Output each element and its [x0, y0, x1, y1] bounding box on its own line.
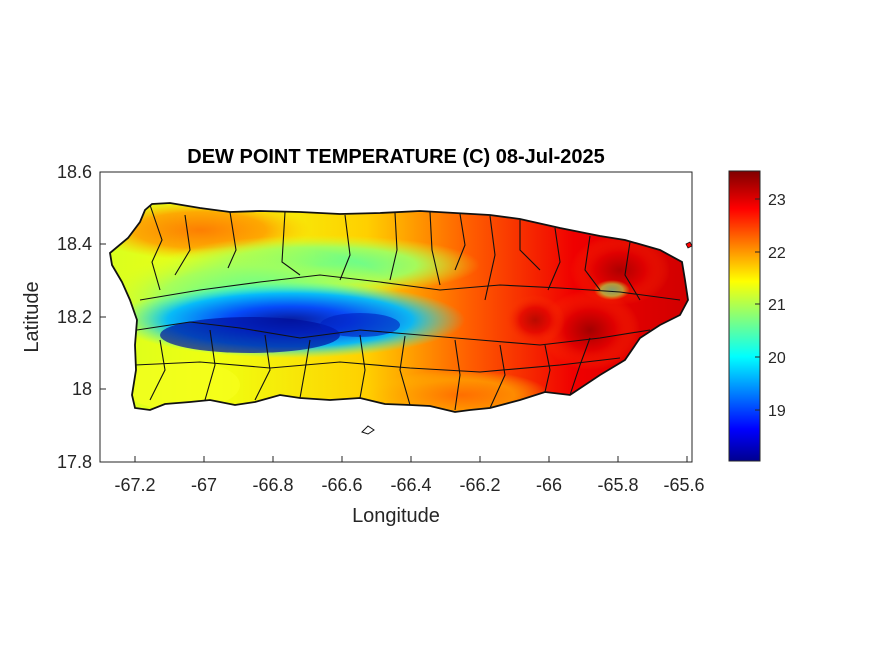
x-tick-label: -67 — [191, 475, 217, 495]
x-tick-label: -66 — [536, 475, 562, 495]
x-tick-label: -66.2 — [459, 475, 500, 495]
colorbar-tick-label: 21 — [768, 297, 786, 314]
y-tick-label: 18 — [72, 379, 92, 399]
dew-point-field — [110, 203, 688, 412]
colorbar-tick-label: 22 — [768, 245, 786, 262]
x-tick-label: -66.4 — [390, 475, 431, 495]
colorbar-ticks — [755, 198, 760, 411]
colorbar-tick-label: 19 — [768, 403, 786, 420]
municipality-boundaries — [134, 204, 681, 411]
x-tick-label: -66.6 — [321, 475, 362, 495]
y-axis-label: Latitude — [21, 281, 43, 352]
y-tick-labels: 17.8 18 18.2 18.4 18.6 — [57, 162, 92, 472]
x-tick-labels: -67.2 -67 -66.8 -66.6 -66.4 -66.2 -66 -6… — [114, 475, 704, 495]
y-tick-label: 18.2 — [57, 307, 92, 327]
caja-de-muertos-islet — [361, 425, 375, 435]
x-axis-ticks — [134, 456, 688, 462]
y-tick-label: 18.6 — [57, 162, 92, 182]
colorbar-tick-label: 23 — [768, 192, 786, 209]
chart-title: DEW POINT TEMPERATURE (C) 08-Jul-2025 — [187, 146, 604, 168]
x-axis-label: Longitude — [352, 505, 440, 527]
y-axis-ticks — [100, 171, 106, 463]
x-tick-label: -65.6 — [663, 475, 704, 495]
colorbar-tick-labels: 19 20 21 22 23 — [768, 192, 786, 420]
colorbar-tick-label: 20 — [768, 350, 786, 367]
x-tick-label: -66.8 — [252, 475, 293, 495]
y-tick-label: 17.8 — [57, 452, 92, 472]
colorbar — [728, 170, 761, 462]
eastern-islet — [685, 241, 693, 249]
x-tick-label: -67.2 — [114, 475, 155, 495]
x-tick-label: -65.8 — [597, 475, 638, 495]
y-tick-label: 18.4 — [57, 234, 92, 254]
